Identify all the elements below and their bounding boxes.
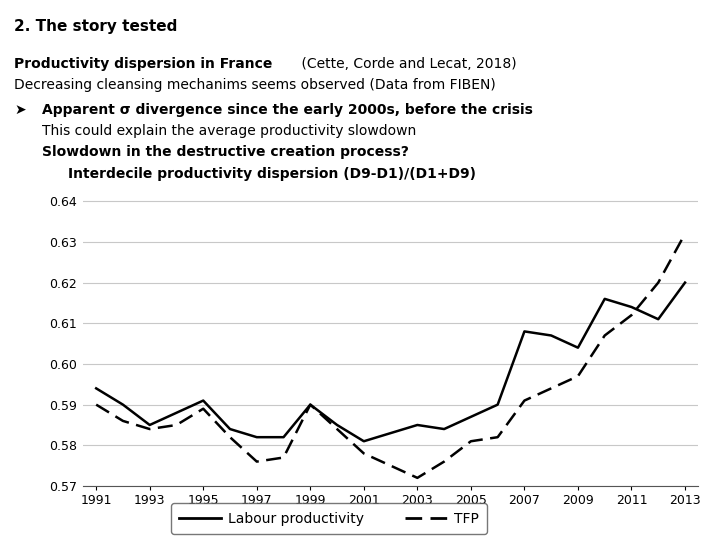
TFP: [493, 434, 502, 441]
Labour productivity: [199, 397, 207, 404]
Line: TFP: TFP: [96, 234, 685, 478]
Labour productivity: [253, 434, 261, 441]
Line: Labour productivity: Labour productivity: [96, 282, 685, 441]
TFP: [333, 426, 341, 433]
Labour productivity: [387, 430, 395, 436]
TFP: [253, 458, 261, 465]
TFP: [199, 406, 207, 412]
Labour productivity: [574, 345, 582, 351]
TFP: [279, 454, 288, 461]
TFP: [547, 385, 556, 392]
TFP: [520, 397, 528, 404]
TFP: [359, 450, 368, 457]
Labour productivity: [279, 434, 288, 441]
Legend: Labour productivity, TFP: Labour productivity, TFP: [171, 503, 487, 534]
Text: Apparent σ divergence since the early 2000s, before the crisis: Apparent σ divergence since the early 20…: [42, 103, 533, 117]
TFP: [306, 401, 315, 408]
TFP: [600, 332, 609, 339]
Labour productivity: [600, 295, 609, 302]
Labour productivity: [333, 422, 341, 428]
Labour productivity: [92, 385, 101, 392]
Labour productivity: [306, 401, 315, 408]
Labour productivity: [359, 438, 368, 444]
Labour productivity: [225, 426, 234, 433]
Text: (Cette, Corde and Lecat, 2018): (Cette, Corde and Lecat, 2018): [297, 57, 516, 71]
Labour productivity: [440, 426, 449, 433]
Text: ➤: ➤: [14, 103, 26, 117]
Labour productivity: [145, 422, 154, 428]
Text: This could explain the average productivity slowdown: This could explain the average productiv…: [42, 124, 416, 138]
Text: 2. The story tested: 2. The story tested: [14, 19, 178, 34]
Labour productivity: [413, 422, 422, 428]
Labour productivity: [467, 414, 475, 420]
Labour productivity: [493, 401, 502, 408]
Labour productivity: [119, 401, 127, 408]
TFP: [654, 279, 662, 286]
Labour productivity: [680, 279, 689, 286]
Labour productivity: [520, 328, 528, 335]
TFP: [225, 434, 234, 441]
Text: Slowdown in the destructive creation process?: Slowdown in the destructive creation pro…: [42, 145, 409, 159]
TFP: [92, 401, 101, 408]
TFP: [680, 231, 689, 237]
TFP: [574, 373, 582, 380]
Labour productivity: [172, 409, 181, 416]
TFP: [145, 426, 154, 433]
Text: Interdecile productivity dispersion (D9-D1)/(D1+D9): Interdecile productivity dispersion (D9-…: [68, 167, 477, 181]
TFP: [467, 438, 475, 444]
Text: Productivity dispersion in France: Productivity dispersion in France: [14, 57, 273, 71]
Text: Decreasing cleansing mechanims seems observed (Data from FIBEN): Decreasing cleansing mechanims seems obs…: [14, 78, 496, 92]
TFP: [119, 417, 127, 424]
TFP: [413, 475, 422, 481]
Labour productivity: [627, 304, 636, 310]
Labour productivity: [654, 316, 662, 322]
TFP: [172, 422, 181, 428]
TFP: [387, 462, 395, 469]
TFP: [627, 312, 636, 319]
Labour productivity: [547, 332, 556, 339]
TFP: [440, 458, 449, 465]
